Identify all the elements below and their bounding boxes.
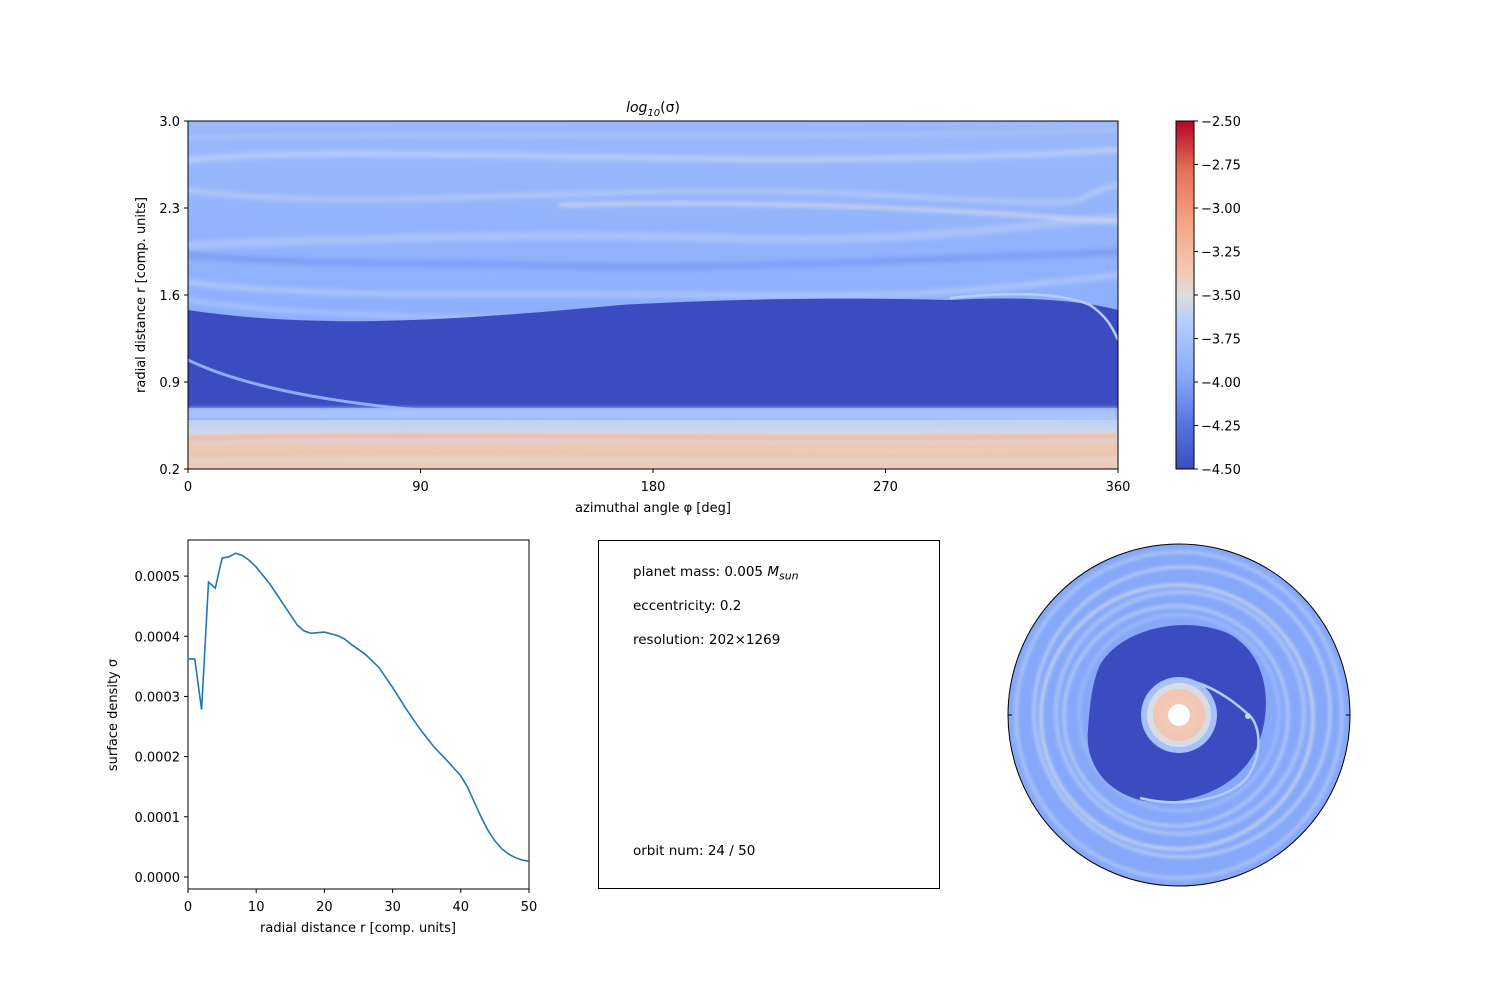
colorbar-tick-label: −3.75 <box>1201 333 1241 348</box>
polar-disk-image <box>1008 544 1350 886</box>
polar-panel <box>1007 543 1351 887</box>
profile-y-tick-label: 0.0004 <box>135 630 181 645</box>
heatmap-y-tick-label: 2.3 <box>159 202 180 217</box>
profile-xlabel: radial distance r [comp. units] <box>260 921 456 936</box>
profile-x-tick-label: 40 <box>453 900 470 915</box>
heatmap-x-tick-label: 270 <box>873 480 898 495</box>
eccentricity-text: eccentricity: 0.2 <box>633 598 742 614</box>
heatmap-x-tick-label: 90 <box>412 480 429 495</box>
heatmap-y-tick-label: 3.0 <box>159 115 180 130</box>
profile-panel: 0 10 20 30 40 50 0.00050.00040.00030.00020.00… <box>106 539 537 936</box>
colorbar: −2.50 −2.75 −3.00 −3.25 −3.50 −3.75 −4.00 −4.25… <box>1175 115 1241 478</box>
heatmap-x-tick-label: 360 <box>1106 480 1131 495</box>
heatmap-panel: log10(σ) 0 90 180 270 360 3.0 2.3 1.6 0.9 0.2 az… <box>134 100 1130 516</box>
colorbar-tick-label: −2.75 <box>1201 159 1241 174</box>
planet-mass-text: planet mass: 0.005 Msun <box>633 564 799 583</box>
heatmap-x-tick-label: 180 <box>641 480 666 495</box>
profile-x-ticks: 0 10 20 30 40 50 <box>184 889 537 915</box>
profile-y-tick-label: 0.0000 <box>135 871 181 886</box>
orbit-number-text: orbit num: 24 / 50 <box>633 843 756 859</box>
heatmap-ylabel: radial distance r [comp. units] <box>134 197 149 393</box>
profile-x-tick-label: 10 <box>248 900 265 915</box>
profile-x-tick-label: 0 <box>184 900 192 915</box>
resolution-text: resolution: 202×1269 <box>633 632 781 648</box>
colorbar-gradient <box>1175 120 1195 470</box>
heatmap-y-tick-label: 1.6 <box>159 289 180 304</box>
profile-x-tick-label: 50 <box>521 900 538 915</box>
colorbar-tick-label: −4.00 <box>1201 376 1241 391</box>
info-box: planet mass: 0.005 Msun eccentricity: 0.… <box>598 540 940 889</box>
colorbar-tick-label: −3.00 <box>1201 202 1241 217</box>
colorbar-ticks: −2.50 −2.75 −3.00 −3.25 −3.50 −3.75 −4.00 −4.25… <box>1194 115 1241 478</box>
heatmap-y-tick-label: 0.9 <box>159 376 180 391</box>
heatmap-title: log10(σ) <box>626 100 680 119</box>
profile-y-tick-label: 0.0001 <box>135 811 181 826</box>
profile-series-line <box>188 552 530 863</box>
profile-y-tick-label: 0.0002 <box>135 751 181 766</box>
profile-y-tick-label: 0.0003 <box>135 690 181 705</box>
profile-x-tick-label: 20 <box>316 900 333 915</box>
heatmap-y-tick-label: 0.2 <box>159 463 180 478</box>
colorbar-tick-label: −4.50 <box>1201 463 1241 478</box>
colorbar-tick-label: −3.50 <box>1201 289 1241 304</box>
colorbar-tick-label: −3.25 <box>1201 246 1241 261</box>
heatmap-y-ticks: 3.0 2.3 1.6 0.9 0.2 <box>159 115 188 478</box>
profile-y-tick-label: 0.0005 <box>135 570 181 585</box>
heatmap-x-tick-label: 0 <box>184 480 192 495</box>
profile-y-ticks: 0.0005 0.0004 0.0003 0.0002 0.0001 0.0000 <box>135 570 188 886</box>
heatmap-x-ticks: 0 90 180 270 360 <box>184 469 1131 495</box>
heatmap-image <box>188 121 1118 469</box>
profile-x-tick-label: 30 <box>384 900 401 915</box>
profile-ylabel: surface density σ <box>106 659 121 771</box>
heatmap-xlabel: azimuthal angle φ [deg] <box>575 501 731 516</box>
colorbar-tick-label: −4.25 <box>1201 420 1241 435</box>
profile-frame <box>187 539 530 890</box>
colorbar-tick-label: −2.50 <box>1201 115 1241 130</box>
